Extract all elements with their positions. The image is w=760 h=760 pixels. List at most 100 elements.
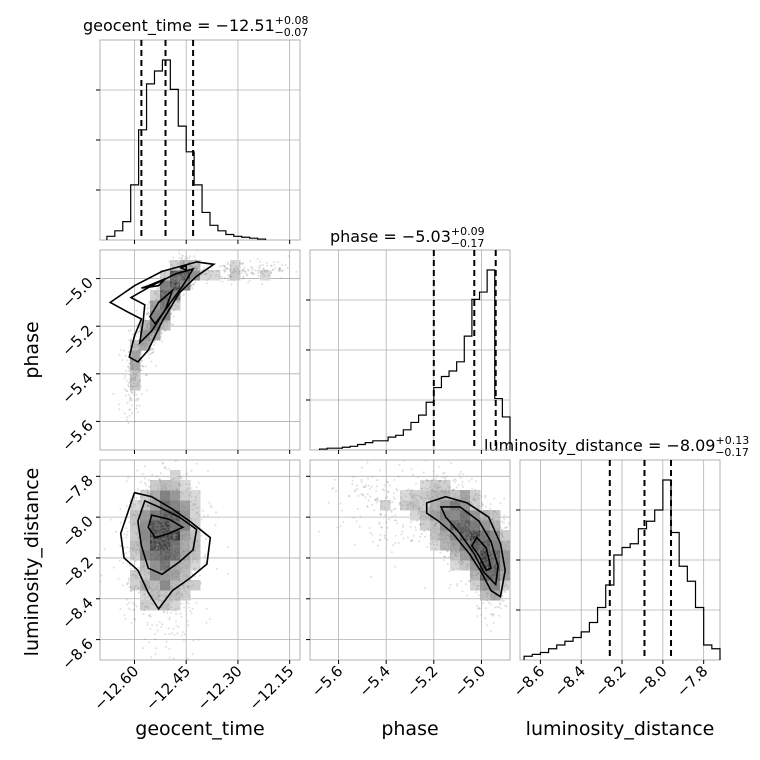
sample-point xyxy=(177,540,180,543)
sample-point xyxy=(479,584,482,587)
sample-point xyxy=(457,502,460,505)
sample-point xyxy=(192,283,195,286)
tick-label-x-geocent_time: −12.15 xyxy=(246,662,298,714)
sample-point xyxy=(497,521,500,524)
sample-point xyxy=(173,276,176,279)
sample-point xyxy=(157,512,160,515)
sample-point xyxy=(279,269,282,272)
sample-point xyxy=(460,497,463,500)
sample-point xyxy=(166,586,169,589)
sample-point xyxy=(160,308,163,311)
sample-point xyxy=(153,526,156,529)
sample-point xyxy=(157,311,160,314)
sample-point xyxy=(444,491,447,494)
sample-point xyxy=(188,534,191,537)
sample-point xyxy=(176,494,179,497)
sample-point xyxy=(183,633,186,636)
sample-point xyxy=(424,497,427,500)
sample-point xyxy=(441,538,444,541)
sample-point xyxy=(471,524,474,527)
sample-point xyxy=(459,498,462,501)
sample-point xyxy=(481,539,484,542)
sample-point xyxy=(504,584,507,587)
sample-point xyxy=(443,481,446,484)
sample-point xyxy=(160,510,163,513)
sample-point xyxy=(147,503,150,506)
sample-point xyxy=(142,524,145,527)
sample-point xyxy=(449,535,452,538)
sample-point xyxy=(484,541,487,544)
sample-point xyxy=(151,546,154,549)
sample-point xyxy=(146,596,149,599)
sample-point xyxy=(476,605,479,608)
sample-point xyxy=(148,336,151,339)
sample-point xyxy=(491,572,494,575)
sample-point xyxy=(479,552,482,555)
sample-point xyxy=(224,266,227,269)
sample-point xyxy=(125,536,128,539)
sample-point xyxy=(458,549,461,552)
density-cell xyxy=(440,530,451,541)
sample-point xyxy=(158,309,161,312)
sample-point xyxy=(184,276,187,279)
sample-point xyxy=(449,509,452,512)
sample-point xyxy=(170,557,173,560)
sample-point xyxy=(184,255,187,258)
sample-point xyxy=(149,615,152,618)
sample-point xyxy=(157,518,160,521)
density-cell xyxy=(490,560,501,571)
sample-point xyxy=(451,551,454,554)
sample-point xyxy=(122,349,125,352)
sample-point xyxy=(162,287,165,290)
sample-point xyxy=(490,550,493,553)
sample-point xyxy=(176,280,179,283)
sample-point xyxy=(498,564,501,567)
sample-point xyxy=(176,284,179,287)
sample-point xyxy=(503,497,506,500)
sample-point xyxy=(471,538,474,541)
sample-point xyxy=(130,377,133,380)
sample-point xyxy=(148,323,151,326)
sample-point xyxy=(449,503,452,506)
density-cell xyxy=(200,270,211,281)
density-cell xyxy=(480,520,491,531)
sample-point xyxy=(466,494,469,497)
sample-point xyxy=(168,618,171,621)
sample-point xyxy=(179,553,182,556)
sample-point xyxy=(458,561,461,564)
density-cell xyxy=(480,560,491,571)
sample-point xyxy=(504,526,507,529)
sample-point xyxy=(135,574,138,577)
sample-point xyxy=(164,492,167,495)
sample-point xyxy=(187,544,190,547)
sample-point xyxy=(164,283,167,286)
sample-point xyxy=(448,570,451,573)
sample-point xyxy=(180,509,183,512)
sample-point xyxy=(482,520,485,523)
sample-point xyxy=(171,552,174,555)
sample-point xyxy=(144,513,147,516)
density-cell xyxy=(170,280,181,291)
sample-point xyxy=(159,327,162,330)
sample-point xyxy=(179,279,182,282)
sample-point xyxy=(140,349,143,352)
sample-point xyxy=(169,480,172,483)
sample-point xyxy=(127,476,130,479)
sample-point xyxy=(196,539,199,542)
sample-point xyxy=(464,508,467,511)
sample-point xyxy=(497,582,500,585)
sample-point xyxy=(153,313,156,316)
sample-point xyxy=(477,545,480,548)
sample-point xyxy=(262,267,265,270)
sample-point xyxy=(162,580,165,583)
sample-point xyxy=(154,638,157,641)
sample-point xyxy=(460,558,463,561)
sample-point xyxy=(185,488,188,491)
sample-point xyxy=(448,513,451,516)
sample-point xyxy=(140,364,143,367)
sample-point xyxy=(163,284,166,287)
sample-point xyxy=(168,260,171,263)
sample-point xyxy=(477,507,480,510)
sample-point xyxy=(162,529,165,532)
sample-point xyxy=(463,557,466,560)
